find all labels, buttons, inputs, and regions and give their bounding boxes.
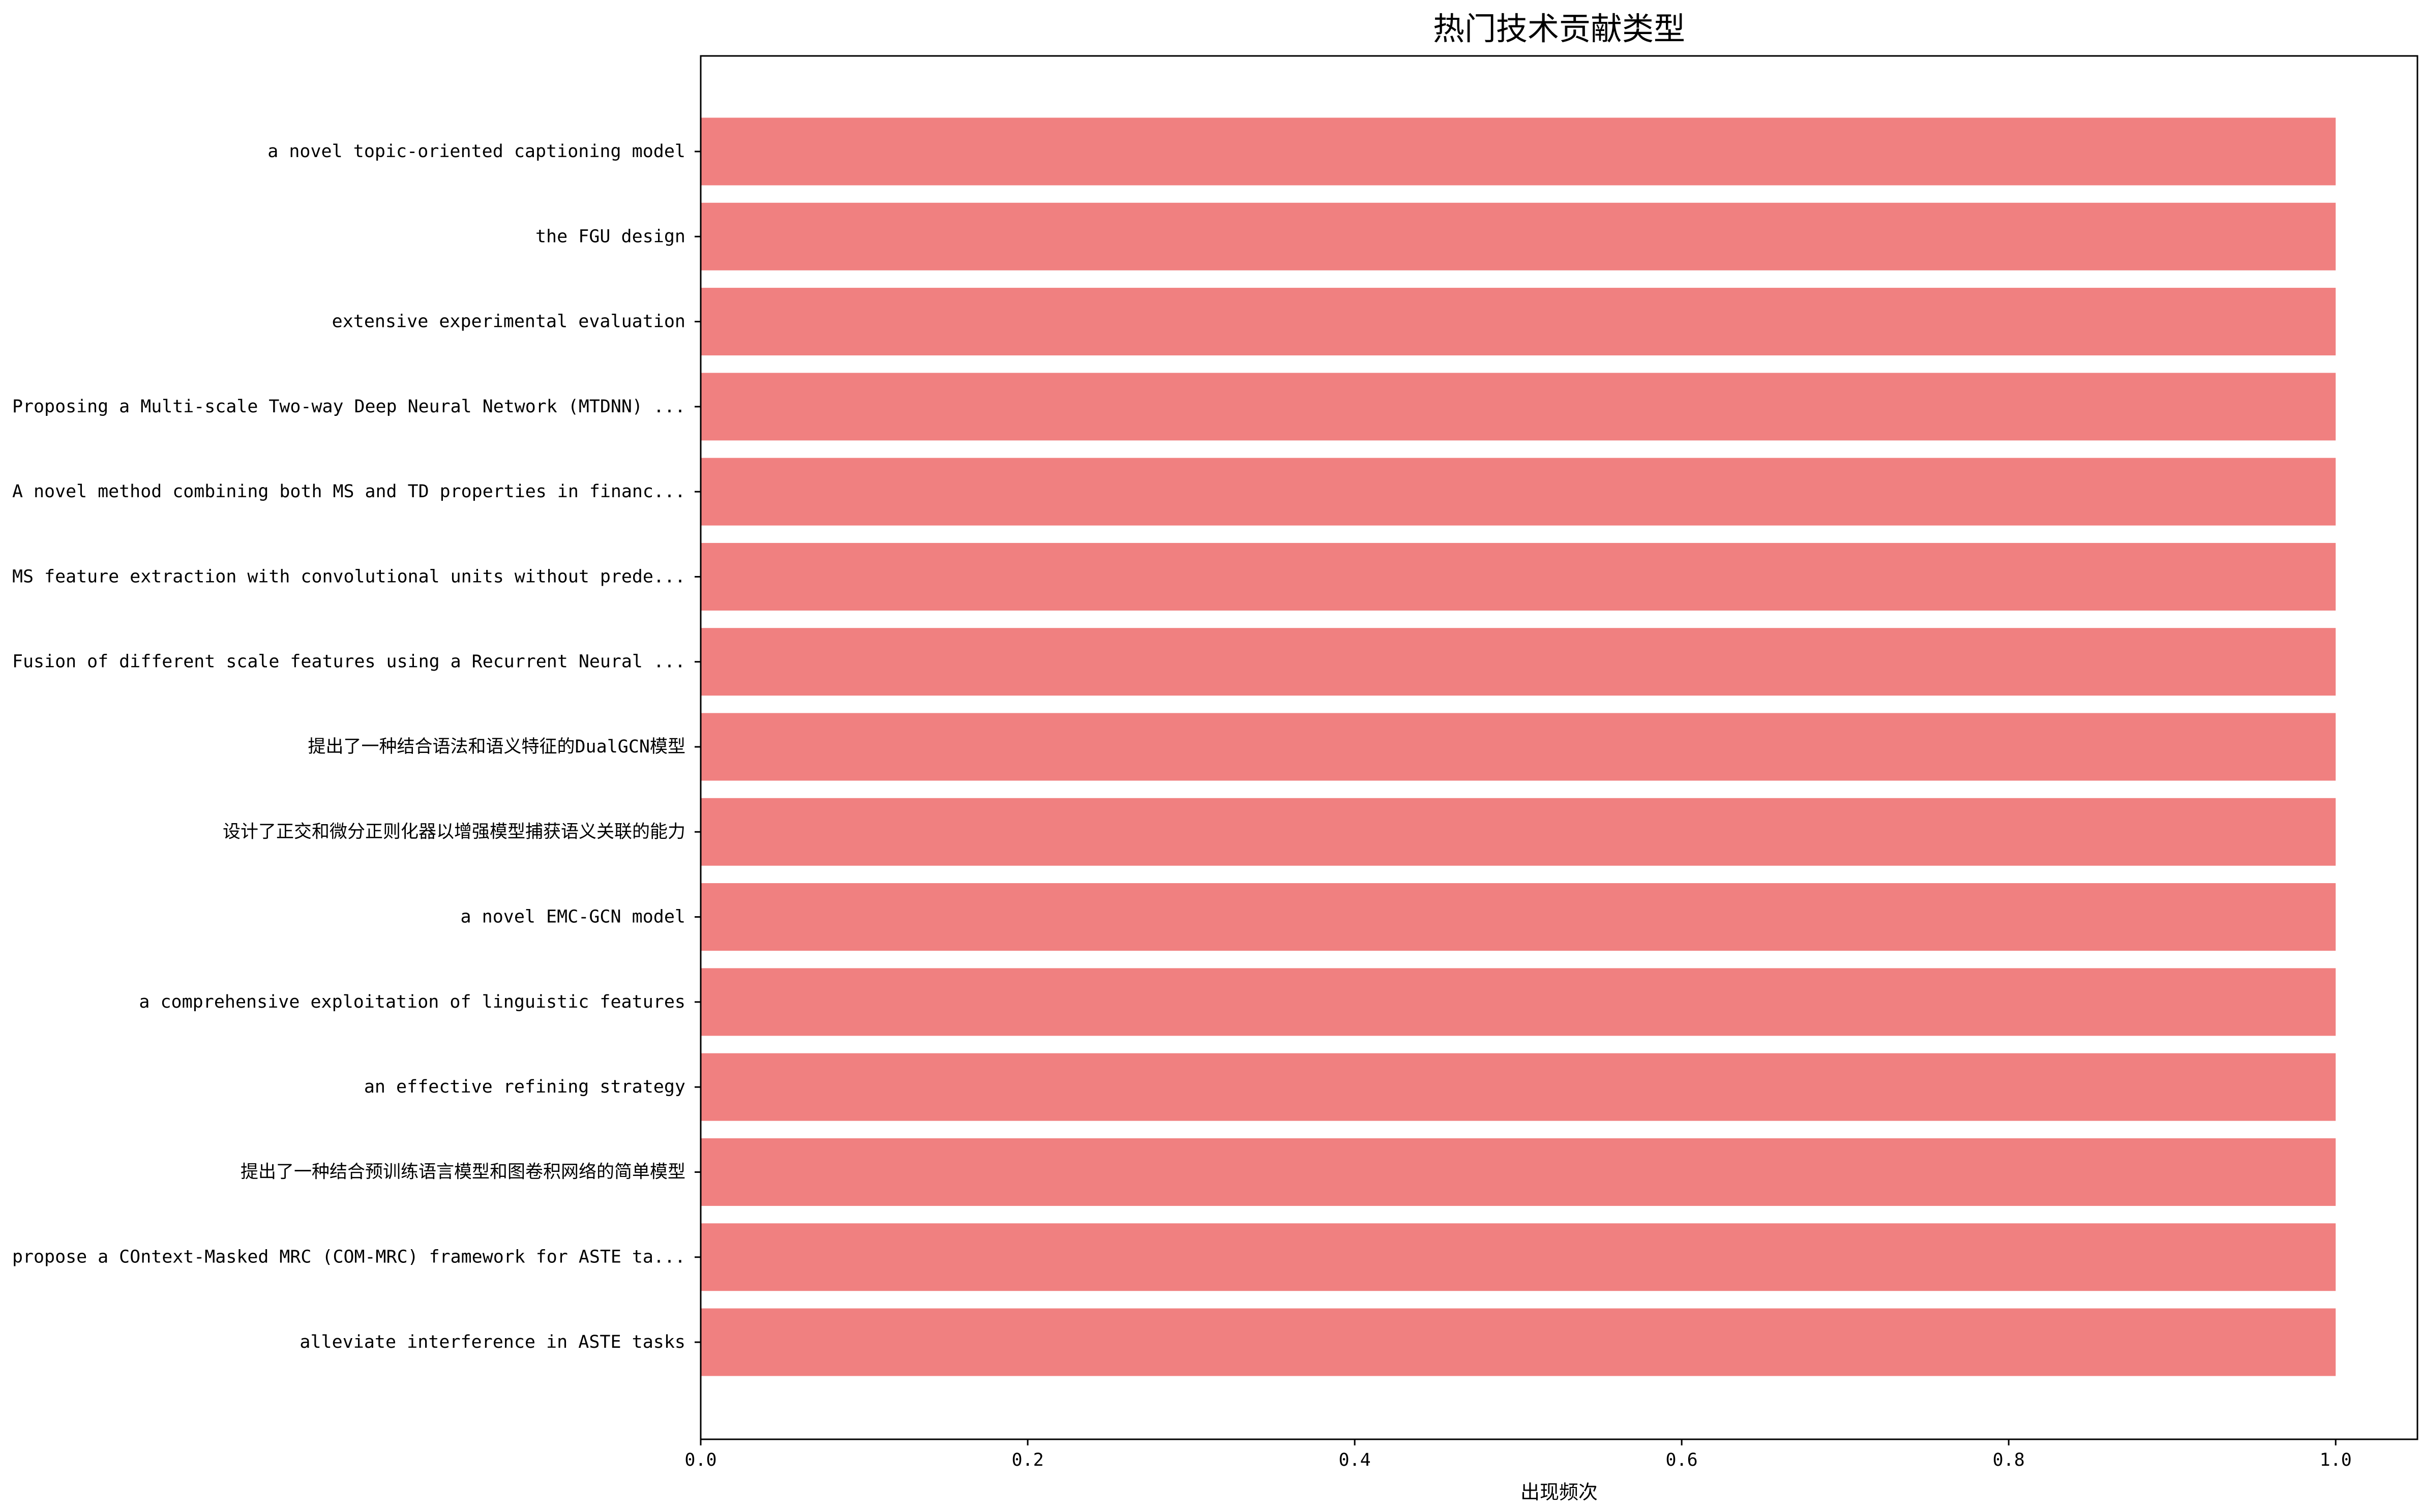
x-axis-label: 出现频次: [1520, 1481, 1598, 1503]
x-tick-label: 0.6: [1666, 1450, 1698, 1470]
y-tick-label: 设计了正交和微分正则化器以增强模型捕获语义关联的能力: [223, 822, 685, 842]
y-tick-label: Fusion of different scale features using…: [12, 652, 685, 672]
x-tick-label: 0.0: [684, 1450, 716, 1470]
y-tick-label: a novel EMC-GCN model: [460, 907, 685, 927]
bar: [701, 798, 2336, 866]
y-tick-label: alleviate interference in ASTE tasks: [300, 1332, 685, 1352]
y-tick-label: an effective refining strategy: [364, 1077, 685, 1097]
y-tick-label: Proposing a Multi-scale Two-way Deep Neu…: [12, 397, 685, 417]
y-tick-label: A novel method combining both MS and TD …: [12, 481, 685, 502]
x-tick-label: 0.4: [1338, 1450, 1370, 1470]
y-tick-label: MS feature extraction with convolutional…: [12, 566, 685, 587]
bar: [701, 883, 2336, 951]
bar: [701, 1223, 2336, 1291]
x-tick-label: 1.0: [2320, 1450, 2352, 1470]
y-axis: a novel topic-oriented captioning model t…: [12, 141, 701, 1352]
x-tick-label: 0.2: [1011, 1450, 1043, 1470]
bar: [701, 713, 2336, 781]
bar: [701, 542, 2336, 611]
bars-group: [701, 117, 2336, 1376]
y-tick-label: 提出了一种结合语法和语义特征的DualGCN模型: [308, 737, 685, 757]
y-tick-label: a comprehensive exploitation of linguist…: [139, 992, 685, 1012]
bar: [701, 288, 2336, 356]
bar: [701, 373, 2336, 441]
bar: [701, 1308, 2336, 1376]
bar: [701, 1053, 2336, 1121]
y-tick-label: a novel topic-oriented captioning model: [267, 141, 685, 162]
bar: [701, 1138, 2336, 1206]
bar: [701, 628, 2336, 696]
y-tick-label: the FGU design: [535, 226, 685, 247]
y-tick-label: propose a COntext-Masked MRC (COM-MRC) f…: [12, 1247, 685, 1267]
x-axis: 0.0 0.2 0.4 0.6 0.8 1.0: [684, 1439, 2352, 1470]
bar: [701, 458, 2336, 526]
x-tick-label: 0.8: [1993, 1450, 2025, 1470]
chart-title: 热门技术贡献类型: [1433, 10, 1685, 47]
bar: [701, 202, 2336, 270]
bar: [701, 117, 2336, 186]
plot-frame: [700, 55, 2418, 1440]
y-tick-label: 提出了一种结合预训练语言模型和图卷积网络的简单模型: [241, 1162, 685, 1182]
y-tick-label: extensive experimental evaluation: [332, 312, 685, 332]
bar: [701, 968, 2336, 1036]
